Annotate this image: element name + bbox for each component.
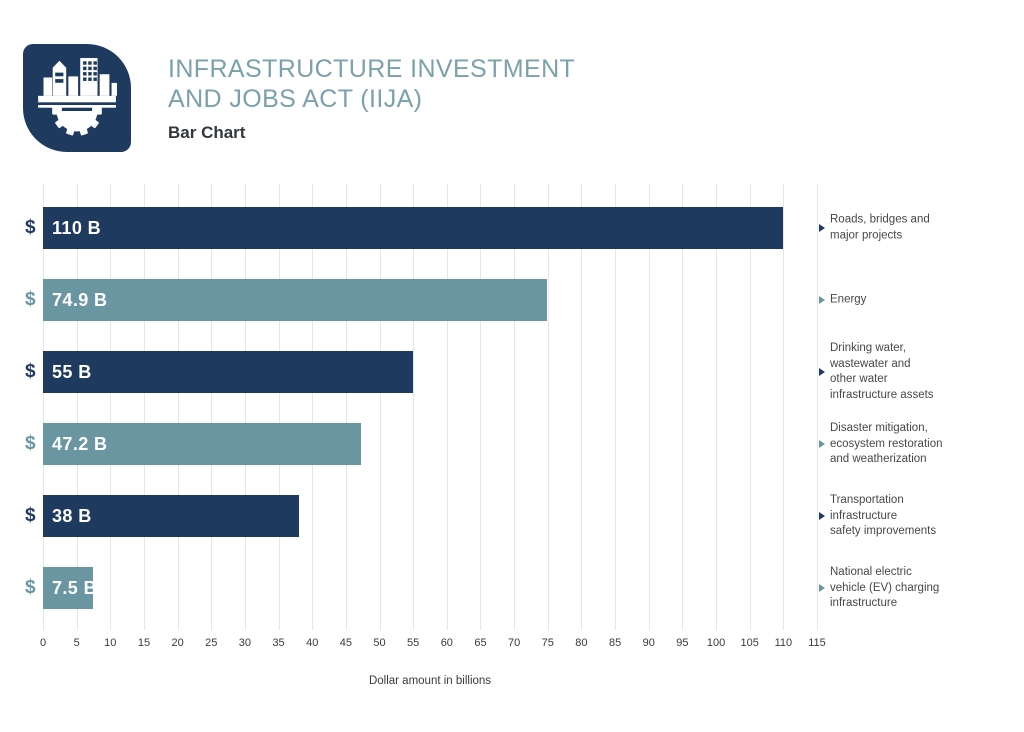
category-label: Disaster mitigation, ecosystem restorati… xyxy=(830,421,943,465)
bar: 7.5 B xyxy=(43,567,97,609)
x-tick-label: 60 xyxy=(440,637,453,649)
gridline xyxy=(211,184,213,630)
gridline xyxy=(43,184,44,630)
page-title-line2: AND JOBS ACT (IIJA) xyxy=(168,85,423,113)
x-tick-label: 55 xyxy=(407,637,420,649)
x-tick-label: 65 xyxy=(474,637,487,649)
bar: 55 B xyxy=(43,351,414,393)
x-tick-label: 75 xyxy=(541,637,554,649)
bar: 110 B xyxy=(43,207,784,249)
category-label: National electric vehicle (EV) charging … xyxy=(830,565,940,609)
x-tick-label: 15 xyxy=(137,637,151,649)
x-tick-label: 70 xyxy=(508,637,521,649)
gridline xyxy=(581,184,583,630)
gridline xyxy=(110,184,112,630)
bar: 38 B xyxy=(43,495,299,537)
dollar-sign: $ xyxy=(25,361,36,382)
x-tick-label: 0 xyxy=(39,637,47,649)
title-block: INFRASTRUCTURE INVESTMENT AND JOBS ACT (… xyxy=(168,54,575,143)
category-label: Roads, bridges and major projects xyxy=(830,213,930,242)
gridline xyxy=(480,184,482,630)
city-buildings-gear-icon xyxy=(38,58,117,136)
gridline xyxy=(345,184,347,630)
label-pointer-icon xyxy=(819,584,825,592)
x-tick-label: 25 xyxy=(205,637,218,649)
dollar-sign: $ xyxy=(25,433,36,454)
x-tick-label: 115 xyxy=(808,637,826,649)
gridline xyxy=(648,184,650,630)
dollar-sign: $ xyxy=(25,505,36,526)
x-tick-label: 105 xyxy=(740,637,759,649)
x-tick-label: 20 xyxy=(171,637,184,649)
page-title-line1: INFRASTRUCTURE INVESTMENT xyxy=(168,55,576,83)
bar-value-label: 47.2 B xyxy=(52,433,108,454)
bar-value-label: 110 B xyxy=(52,217,102,238)
gridline xyxy=(312,184,314,630)
dollar-sign: $ xyxy=(25,289,36,310)
x-tick-label: 100 xyxy=(706,637,726,649)
category-label: Energy xyxy=(830,293,867,306)
x-tick-label: 10 xyxy=(104,637,117,649)
gridline xyxy=(177,184,179,630)
x-tick-label: 5 xyxy=(73,637,80,649)
gridline xyxy=(716,184,718,630)
gridline xyxy=(783,184,785,630)
bar-value-label: 74.9 B xyxy=(52,289,108,310)
bar-value-label: 7.5 B xyxy=(52,577,98,598)
dollar-sign: $ xyxy=(25,217,36,238)
category-label: Drinking water, wastewater and other wat… xyxy=(830,342,934,401)
x-tick-label: 40 xyxy=(306,637,319,649)
label-pointer-icon xyxy=(819,512,825,520)
label-pointer-icon xyxy=(819,440,825,448)
bar-value-label: 38 B xyxy=(52,505,92,526)
x-tick-label: 90 xyxy=(642,637,655,649)
gridline xyxy=(446,184,448,630)
x-tick-label: 30 xyxy=(238,637,252,649)
gridline xyxy=(749,184,751,630)
x-tick-label: 50 xyxy=(373,637,386,649)
x-tick-label: 80 xyxy=(575,637,588,649)
gridline xyxy=(379,184,381,630)
bar: 74.9 B xyxy=(43,279,548,321)
x-tick-label: 110 xyxy=(774,637,793,649)
bar-value-label: 55 B xyxy=(52,361,92,382)
gridline xyxy=(547,184,549,630)
gridline xyxy=(817,184,818,630)
gridline xyxy=(76,184,78,630)
label-pointer-icon xyxy=(819,296,825,304)
plot-area xyxy=(43,184,818,630)
gridline xyxy=(143,184,145,630)
logo xyxy=(23,44,131,152)
x-tick-label: 45 xyxy=(339,637,352,649)
gridline xyxy=(615,184,617,630)
gridline xyxy=(682,184,684,630)
label-pointer-icon xyxy=(819,368,825,376)
dollar-sign: $ xyxy=(25,577,36,598)
bar: 47.2 B xyxy=(43,423,361,465)
x-tick-label: 85 xyxy=(608,637,622,649)
gridline xyxy=(244,184,246,630)
label-pointer-icon xyxy=(819,224,825,232)
x-tick-label: 35 xyxy=(272,637,285,649)
category-label: Transportation infrastructure safety imp… xyxy=(830,493,937,537)
gridline xyxy=(413,184,415,630)
gridline xyxy=(278,184,280,630)
gridline xyxy=(514,184,516,630)
x-axis-label: Dollar amount in billions xyxy=(368,675,492,687)
page-subtitle: Bar Chart xyxy=(168,123,246,142)
x-tick-label: 95 xyxy=(676,637,689,649)
